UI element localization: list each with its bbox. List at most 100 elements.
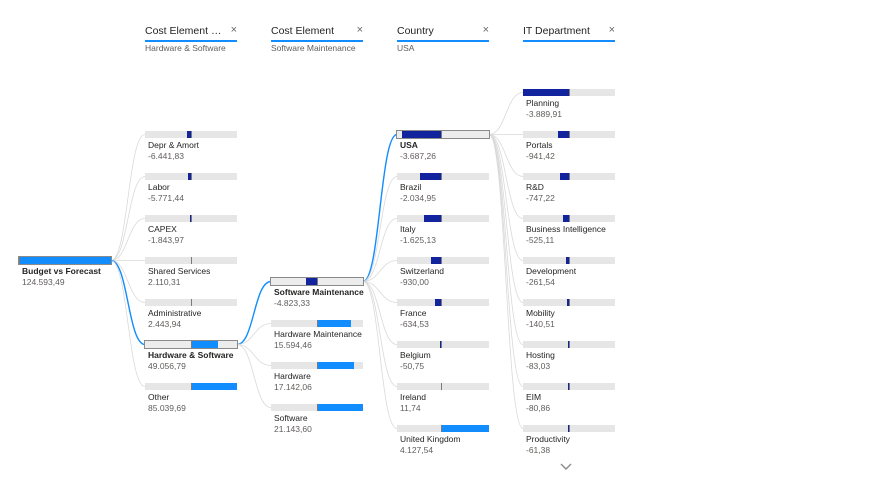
tree-node-level3-6[interactable]: Ireland 11,74	[397, 383, 489, 414]
value-bar-fill	[431, 257, 442, 264]
tree-node-level1-4[interactable]: Administrative 2.443,94	[145, 299, 237, 330]
tree-node-level4-4[interactable]: Development -261,54	[523, 257, 615, 288]
node-value: -80,86	[526, 403, 551, 413]
node-label: USA	[400, 140, 418, 150]
node-label: Budget vs Forecast	[22, 266, 101, 276]
tree-node-level3-1[interactable]: Brazil -2.034,95	[397, 173, 489, 204]
tree-node-level3-7[interactable]: United Kingdom 4.127,54	[397, 425, 489, 456]
tree-node-level2-3[interactable]: Software 21.143,60	[271, 404, 363, 435]
close-icon[interactable]: ×	[482, 24, 489, 36]
close-icon[interactable]: ×	[230, 24, 237, 36]
value-bar-fill	[557, 131, 569, 138]
tree-node-level3-4[interactable]: France -634,53	[397, 299, 489, 330]
tree-link	[362, 281, 398, 387]
node-value: -4.823,33	[274, 298, 310, 308]
value-bar	[145, 173, 237, 180]
value-bar	[523, 131, 615, 138]
value-bar-fill	[187, 173, 191, 180]
tree-node-level2-1[interactable]: Hardware Maintenance 15.594,46	[271, 320, 363, 351]
tree-node-level3-3[interactable]: Switzerland -930,00	[397, 257, 489, 288]
chevron-down-icon[interactable]	[560, 462, 572, 472]
zero-tick	[569, 257, 570, 264]
tree-link	[362, 133, 398, 283]
tree-node-level4-0[interactable]: Planning -3.889,91	[523, 89, 615, 120]
node-label: Ireland	[400, 392, 426, 402]
node-value: -525,11	[526, 235, 555, 245]
column-header-label[interactable]: Cost Element Gr...	[145, 25, 227, 37]
node-value: -83,03	[526, 361, 551, 371]
column-header-label[interactable]: Cost Element	[271, 25, 335, 37]
zero-tick	[191, 173, 192, 180]
value-bar	[397, 257, 489, 264]
close-icon[interactable]: ×	[608, 24, 615, 36]
value-bar-fill	[187, 131, 191, 138]
value-bar-fill	[568, 425, 569, 432]
tree-node-level1-5[interactable]: Hardware & Software 49.056,79	[144, 340, 238, 372]
tree-node-level4-5[interactable]: Mobility -140,51	[523, 299, 615, 330]
value-bar	[145, 131, 237, 138]
node-label: Labor	[148, 182, 170, 192]
tree-node-level3-5[interactable]: Belgium -50,75	[397, 341, 489, 372]
column-header-label[interactable]: IT Department	[523, 25, 590, 37]
value-bar	[397, 215, 489, 222]
value-bar	[145, 215, 237, 222]
close-icon[interactable]: ×	[356, 24, 363, 36]
tree-node-level4-2[interactable]: R&D -747,22	[523, 173, 615, 204]
tree-node-level3-2[interactable]: Italy -1.625,13	[397, 215, 489, 246]
zero-tick	[191, 257, 192, 264]
zero-tick	[569, 341, 570, 348]
value-bar	[271, 362, 363, 369]
value-bar	[397, 383, 489, 390]
zero-tick	[569, 173, 570, 180]
zero-tick	[441, 173, 443, 180]
tree-link	[362, 218, 398, 282]
node-value: 17.142,06	[274, 382, 312, 392]
root-node-budget-vs-forecast[interactable]: Budget vs Forecast 124.593,49	[18, 256, 112, 288]
value-bar	[523, 341, 615, 348]
tree-node-level1-1[interactable]: Labor -5.771,44	[145, 173, 237, 204]
tree-node-level4-1[interactable]: Portals -941,42	[523, 131, 615, 162]
tree-node-level2-0[interactable]: Software Maintenance -4.823,33	[270, 277, 364, 309]
value-bar	[270, 277, 364, 286]
value-bar-fill	[523, 89, 569, 96]
value-bar-fill	[317, 320, 352, 327]
zero-tick	[441, 257, 443, 264]
node-label: Italy	[400, 224, 416, 234]
column-header-1[interactable]: Cost Element ×	[271, 24, 363, 42]
tree-node-level4-8[interactable]: Productivity -61,38	[523, 425, 615, 456]
tree-node-level1-2[interactable]: CAPEX -1.843,97	[145, 215, 237, 246]
zero-tick	[317, 404, 318, 411]
node-value: 4.127,54	[400, 445, 434, 455]
tree-node-level4-6[interactable]: Hosting -83,03	[523, 341, 615, 372]
value-bar-fill	[419, 173, 442, 180]
value-bar	[523, 425, 615, 432]
value-bar	[523, 257, 615, 264]
node-value: -6.441,83	[148, 151, 184, 161]
node-label: Brazil	[400, 182, 422, 192]
node-value: -747,22	[526, 193, 555, 203]
tree-node-level1-3[interactable]: Shared Services 2.110,31	[145, 257, 237, 288]
value-bar	[523, 299, 615, 306]
tree-link	[488, 134, 524, 303]
value-bar-fill	[567, 299, 569, 306]
zero-tick	[191, 131, 192, 138]
tree-node-level1-6[interactable]: Other 85.039,69	[145, 383, 237, 414]
node-value: -5.771,44	[148, 193, 184, 203]
node-label: Hardware & Software	[148, 350, 234, 360]
tree-node-level3-0[interactable]: USA -3.687,26	[396, 130, 490, 162]
node-value: -3.687,26	[400, 151, 436, 161]
column-header-label[interactable]: Country	[397, 25, 434, 37]
tree-link	[110, 134, 146, 261]
tree-node-level2-2[interactable]: Hardware 17.142,06	[271, 362, 363, 393]
tree-node-level4-7[interactable]: EIM -80,86	[523, 383, 615, 414]
value-bar-fill	[568, 383, 569, 390]
column-header-0[interactable]: Cost Element Gr... ×	[145, 24, 237, 42]
value-bar	[523, 173, 615, 180]
node-label: Depr & Amort	[148, 140, 200, 150]
value-bar-fill	[568, 341, 569, 348]
column-header-3[interactable]: IT Department ×	[523, 24, 615, 42]
column-header-2[interactable]: Country ×	[397, 24, 489, 42]
tree-link	[362, 176, 398, 282]
tree-node-level1-0[interactable]: Depr & Amort -6.441,83	[145, 131, 237, 162]
tree-node-level4-3[interactable]: Business Intelligence -525,11	[523, 215, 615, 246]
